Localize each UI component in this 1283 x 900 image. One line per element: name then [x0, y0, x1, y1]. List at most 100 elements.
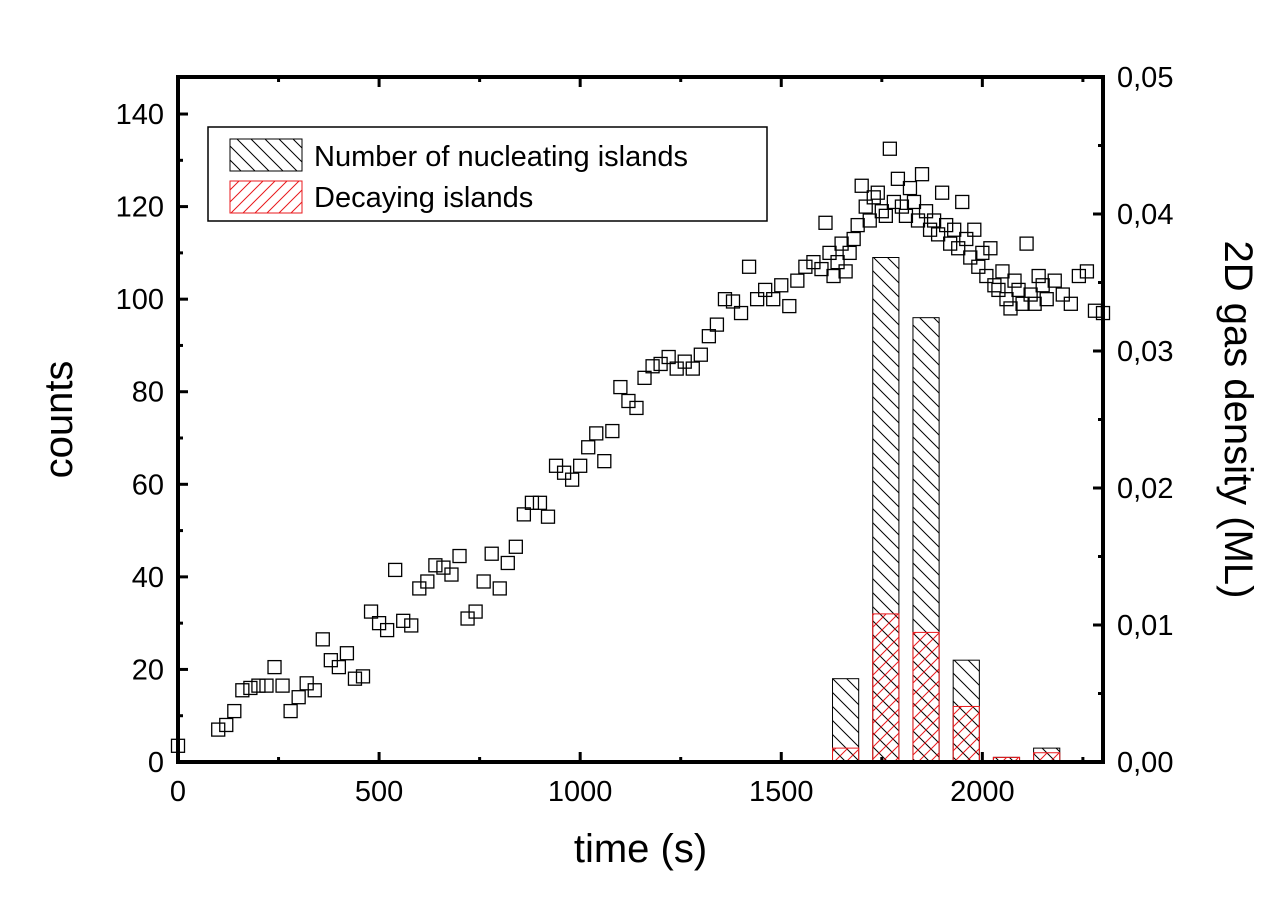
data-point-113 [963, 250, 978, 265]
scatter-points [170, 141, 1111, 753]
data-point-79 [826, 268, 841, 284]
data-point-28 [428, 558, 443, 573]
data-point-114 [967, 222, 982, 237]
y2-tick-label-0: 0,00 [1117, 747, 1173, 779]
data-point-104 [926, 213, 942, 228]
data-point-136 [1071, 268, 1087, 284]
y-axis-title: counts [37, 361, 81, 479]
data-point-81 [834, 236, 849, 251]
data-point-48 [589, 426, 604, 441]
data-point-137 [1079, 264, 1095, 279]
data-point-97 [898, 208, 914, 224]
decaying-bar-3 [952, 705, 980, 763]
data-point-35 [484, 546, 499, 561]
data-point-88 [862, 213, 877, 228]
data-point-94 [886, 194, 902, 210]
data-point-77 [818, 215, 833, 230]
data-point-118 [983, 241, 998, 256]
data-point-45 [564, 472, 580, 487]
data-point-14 [315, 632, 330, 647]
decaying-bar-0 [832, 747, 860, 763]
data-point-126 [1015, 296, 1030, 311]
data-point-116 [975, 245, 990, 261]
data-point-41 [532, 495, 548, 510]
data-point-19 [355, 669, 371, 684]
data-point-108 [943, 236, 958, 251]
y-tick-label-1: 20 [132, 654, 164, 686]
data-point-57 [661, 349, 676, 365]
data-point-46 [573, 458, 588, 473]
data-point-60 [685, 361, 700, 376]
data-point-34 [476, 574, 491, 589]
tick-labels: 0 500 1000 1500 2000 0 20 40 60 80 100 120 140 0,00 0,… [116, 62, 1174, 808]
data-point-13 [307, 683, 322, 698]
x-tick-label-0: 0 [170, 776, 186, 808]
data-point-40 [524, 495, 540, 510]
data-point-20 [363, 604, 379, 619]
data-point-5 [243, 680, 258, 696]
data-point-123 [1003, 301, 1018, 316]
data-point-124 [1007, 273, 1022, 288]
data-point-78 [822, 245, 837, 261]
data-point-84 [846, 231, 861, 247]
data-point-68 [749, 292, 765, 307]
data-point-122 [999, 292, 1014, 307]
data-point-110 [951, 241, 966, 256]
data-point-27 [420, 574, 435, 589]
legend-swatch-decaying [229, 180, 303, 214]
data-point-61 [693, 347, 708, 362]
data-point-16 [331, 659, 347, 675]
y2-tick-label-1: 0,01 [1117, 610, 1173, 642]
data-point-91 [874, 204, 889, 219]
legend-swatch-nucleating [229, 138, 303, 172]
x-tick-label-4: 2000 [950, 776, 1015, 808]
data-point-9 [275, 678, 290, 693]
y2-tick-label-5: 0,05 [1117, 62, 1173, 94]
y-tick-label-3: 60 [132, 469, 164, 501]
data-point-67 [741, 259, 757, 274]
data-point-133 [1047, 273, 1062, 288]
data-point-129 [1027, 296, 1042, 311]
data-point-93 [882, 141, 897, 156]
data-point-121 [995, 264, 1010, 279]
data-point-24 [396, 613, 411, 628]
data-point-95 [890, 171, 906, 186]
data-point-38 [508, 539, 523, 554]
data-point-39 [516, 507, 532, 522]
y2-tick-label-2: 0,02 [1117, 473, 1173, 505]
data-point-107 [939, 217, 954, 233]
data-point-55 [645, 359, 660, 374]
data-point-96 [894, 199, 910, 214]
data-point-102 [918, 204, 934, 219]
data-point-89 [866, 190, 881, 205]
data-point-33 [468, 604, 483, 619]
data-point-6 [251, 678, 266, 693]
data-point-18 [347, 671, 363, 686]
y-tick-label-0: 0 [148, 747, 164, 779]
data-point-69 [758, 282, 773, 298]
data-point-132 [1039, 292, 1054, 307]
data-point-130 [1031, 268, 1046, 284]
data-point-112 [959, 231, 974, 247]
data-point-85 [850, 217, 865, 233]
data-point-37 [500, 555, 515, 571]
data-point-90 [870, 185, 885, 200]
data-point-120 [991, 282, 1006, 298]
data-point-98 [902, 180, 918, 196]
data-point-127 [1019, 236, 1034, 251]
data-point-92 [878, 208, 893, 224]
data-point-87 [858, 199, 873, 214]
axis-ticks [176, 75, 1103, 764]
data-point-17 [339, 646, 355, 661]
data-point-2 [219, 717, 234, 733]
data-point-73 [790, 273, 805, 288]
data-point-4 [235, 683, 250, 698]
histogram-bars [832, 257, 1061, 763]
data-point-36 [492, 581, 507, 596]
data-point-23 [388, 562, 403, 578]
data-point-22 [379, 622, 395, 638]
decaying-bar-1 [872, 613, 900, 763]
data-point-125 [1011, 282, 1026, 298]
